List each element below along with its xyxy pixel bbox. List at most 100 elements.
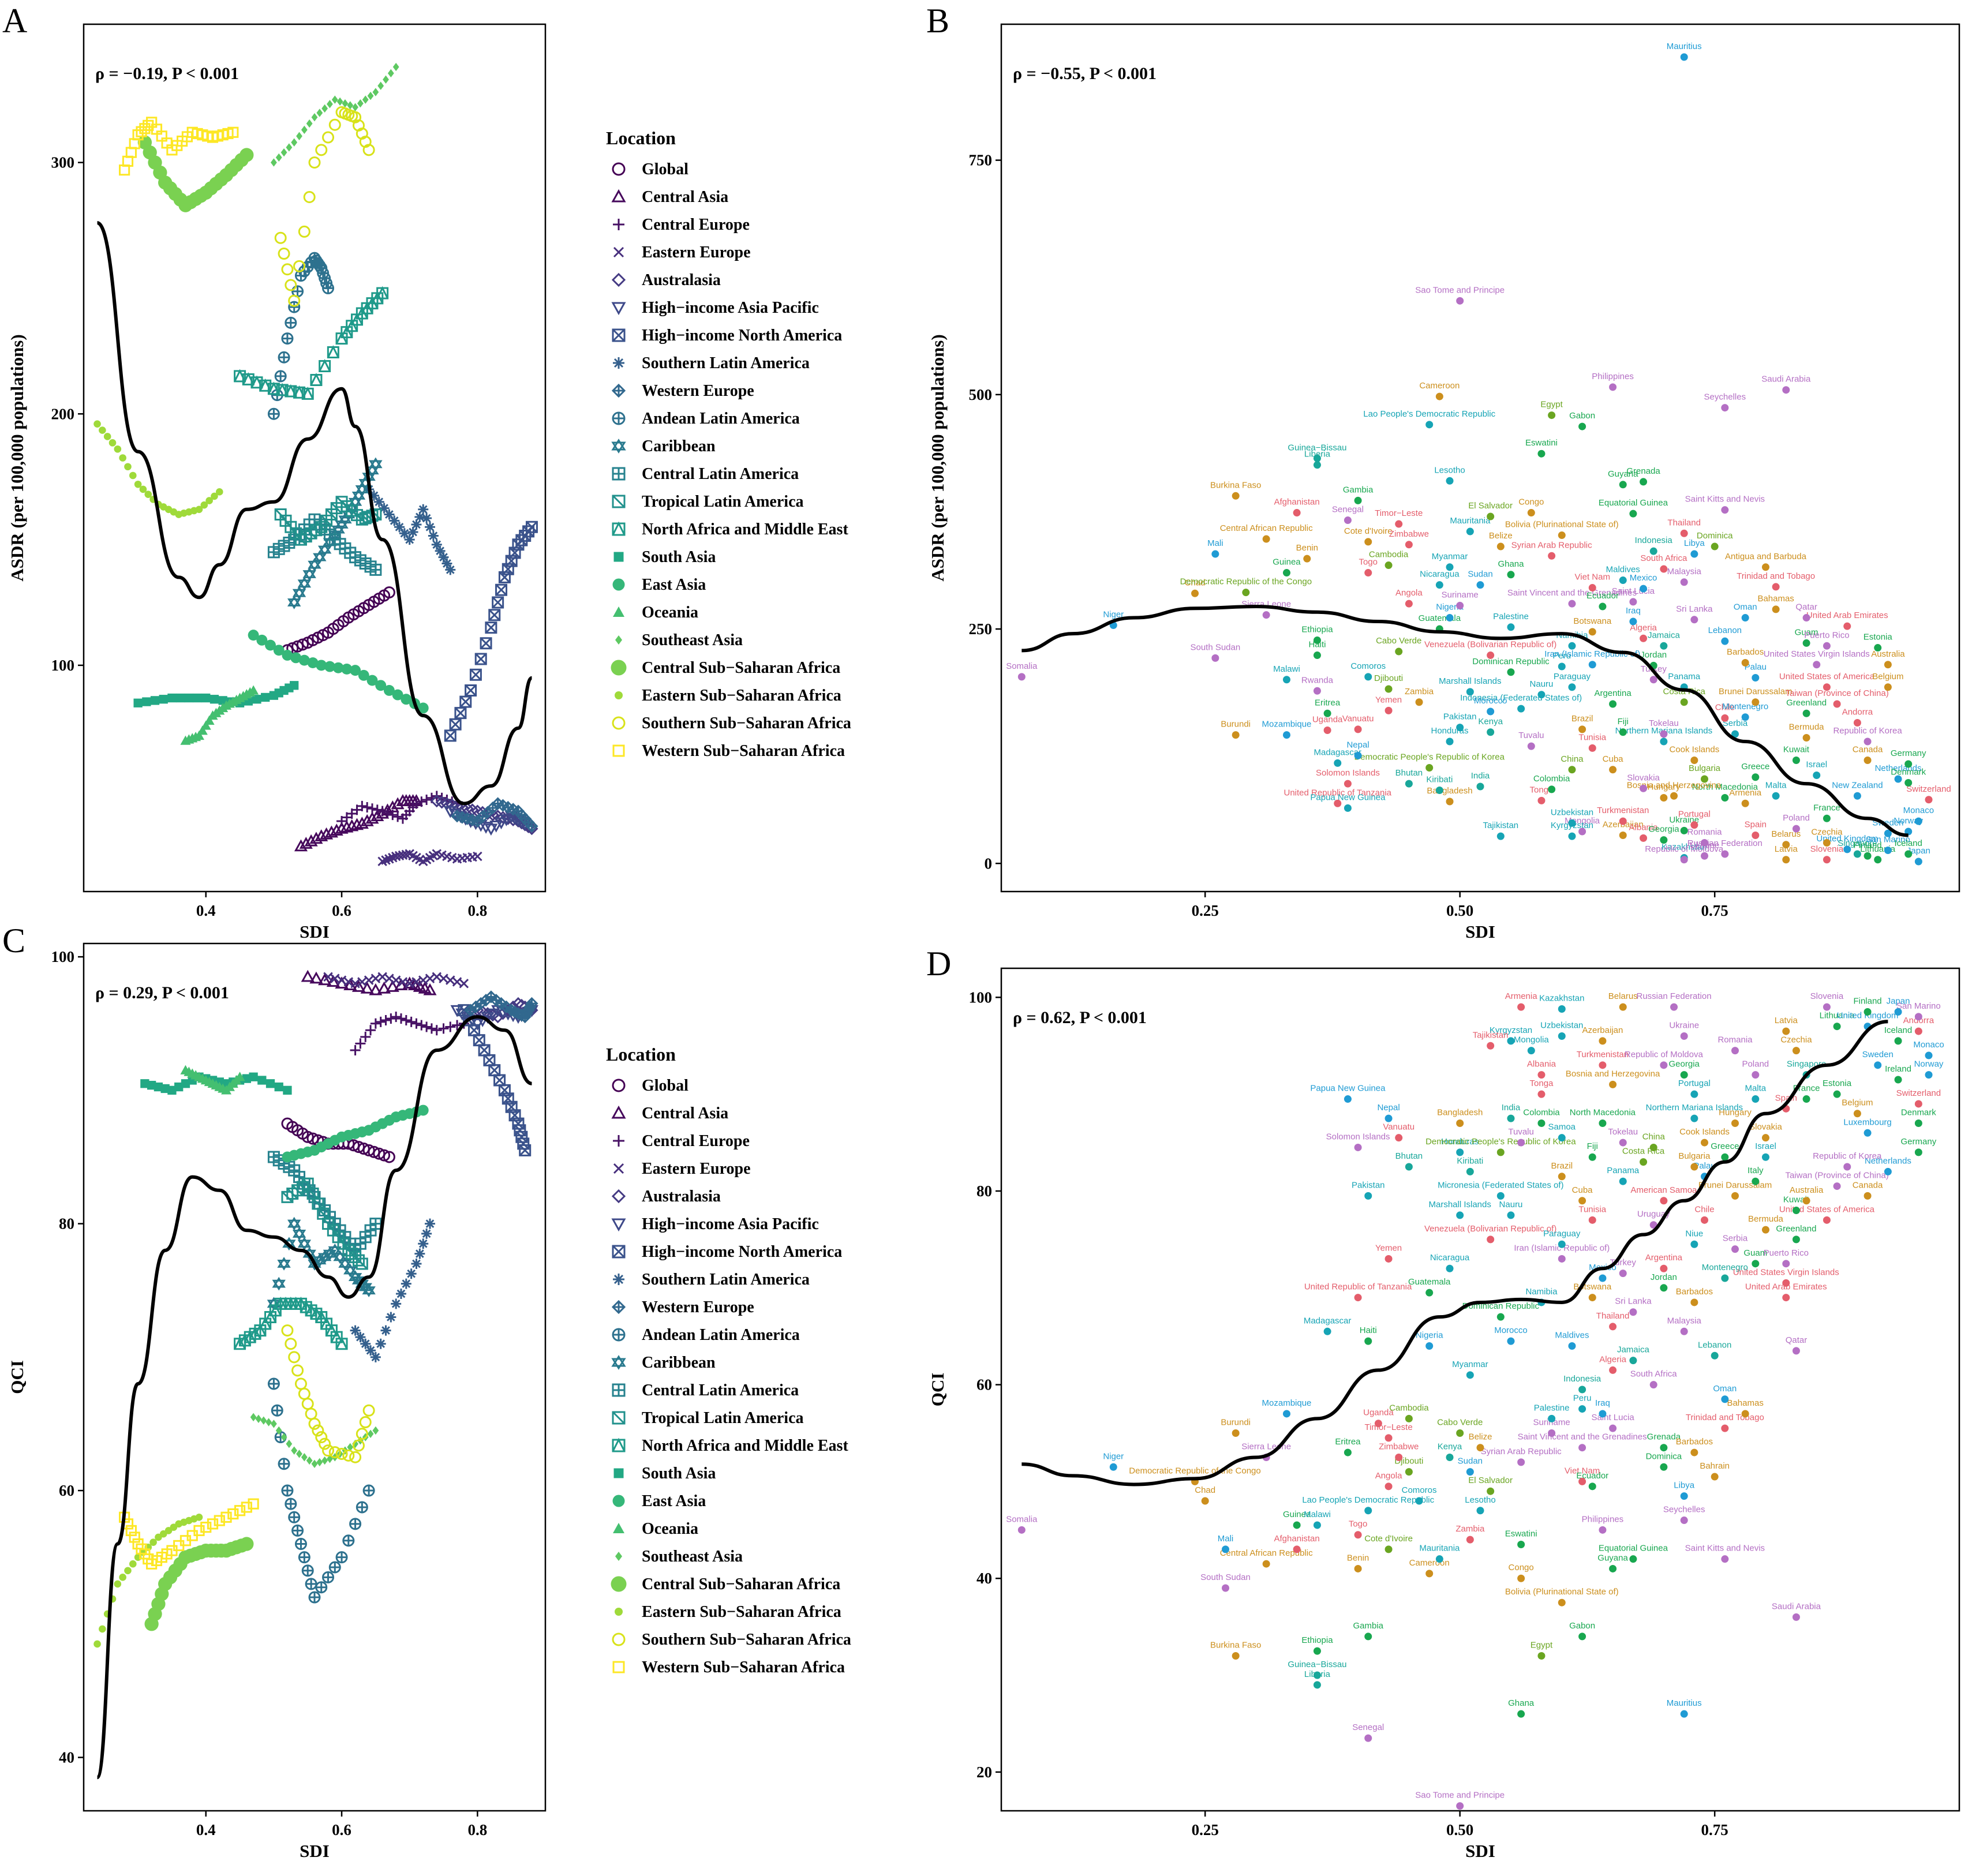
country-label: Algeria [1630,623,1657,632]
country-label: Vanuatu [1383,1122,1415,1132]
country-label: Tunisia [1578,732,1606,742]
country-point [1537,450,1546,458]
country-point [1833,1023,1841,1031]
country-point [1853,850,1861,858]
data-point [443,806,457,818]
country-point [1446,563,1454,571]
country-point [1609,1366,1617,1374]
country-point [1507,1211,1515,1219]
country-point [1262,611,1270,619]
country-point [1853,1110,1861,1118]
country-label: Algeria [1599,1354,1626,1364]
data-point [525,819,538,833]
legend-label: Western Europe [642,1298,754,1316]
country-label: Russian Federation [1687,838,1763,848]
country-point [1925,796,1933,804]
country-point [1629,617,1637,626]
country-point [1109,1463,1117,1471]
country-point [1914,858,1922,866]
country-point [1925,1071,1933,1079]
x-tick-label: 0.75 [1701,902,1728,919]
country-point [1660,1463,1668,1471]
country-label: Guyana [1597,1553,1628,1563]
country-point [1690,821,1698,829]
y-tick-label: 750 [969,152,993,169]
country-point [1640,478,1648,486]
series-oceania [180,1065,245,1095]
country-label: Niue [1685,1229,1703,1238]
country-label: Yemen [1375,695,1402,705]
data-point [280,1433,287,1441]
country-label: Cabo Verde [1437,1418,1483,1428]
data-point [479,822,493,834]
legend-key [613,1274,624,1285]
country-point [1395,520,1403,528]
country-point [1354,1564,1362,1572]
country-label: Suriname [1442,590,1479,600]
country-label: Syrian Arab Republic [1511,540,1593,550]
data-point [271,158,277,167]
country-label: Bangladesh [1437,1108,1483,1118]
country-label: Venezuela (Bolivarian Republic of) [1424,640,1556,650]
legend-label: Southern Latin America [642,354,810,372]
country-point [1640,784,1648,792]
country-label: Taiwan (Province of China) [1785,688,1888,698]
correlation-annotation: ρ = −0.19, P < 0.001 [95,64,239,83]
country-label: Viet Nam [1575,572,1610,582]
country-point [1578,1197,1586,1205]
data-point [308,156,321,169]
data-point [406,1016,417,1027]
country-point [1690,1090,1698,1098]
country-label: Jamaica [1648,630,1681,640]
country-label: Estonia [1823,1079,1852,1088]
data-point [525,997,538,1010]
series-southern-sub-saharan-africa [274,106,375,307]
country-point [1425,1342,1434,1350]
data-point [352,1439,365,1452]
country-point [1537,1119,1546,1128]
country-point [1303,555,1311,563]
data-point [386,1312,396,1323]
country-label: Nicaragua [1420,570,1460,579]
data-point [525,521,538,533]
data-point [342,99,349,108]
country-point [1619,1139,1627,1147]
data-point [297,1237,312,1251]
data-point [362,1484,375,1497]
data-point [377,972,387,982]
data-point [435,545,446,556]
country-label: Australia [1871,649,1905,659]
data-point [418,504,429,515]
data-point [392,62,399,72]
country-point [1364,1632,1372,1641]
legend-label: South Asia [642,1465,716,1482]
country-point [1354,751,1362,759]
data-point [134,480,142,488]
country-point [1772,583,1780,591]
data-point [316,1458,323,1467]
country-label: Canada [1853,1180,1883,1190]
data-point [103,433,111,440]
data-point [359,1416,372,1429]
legend-2: Location Global Central Asia Central Europe… [606,1044,851,1676]
series-western-europe [450,797,538,833]
country-label: Sri Lanka [1615,1297,1652,1306]
country-label: Estonia [1864,632,1893,642]
country-label: Australia [1790,1185,1824,1195]
data-point [441,558,452,569]
country-label: Zambia [1405,687,1434,697]
country-label: Mongolia [1514,1035,1550,1045]
legend-key [613,219,624,230]
country-point [1690,616,1698,624]
legend-key [612,1411,626,1425]
country-point [1558,1005,1566,1013]
country-label: Tuvalu [1508,1127,1533,1137]
data-point [291,1524,304,1537]
y-tick-label: 60 [59,1482,74,1499]
country-label: Malawi [1273,664,1300,674]
x-tick-label: 0.25 [1192,902,1219,919]
data-point [327,1454,333,1463]
data-point [140,1079,149,1088]
data-point [396,1013,406,1024]
